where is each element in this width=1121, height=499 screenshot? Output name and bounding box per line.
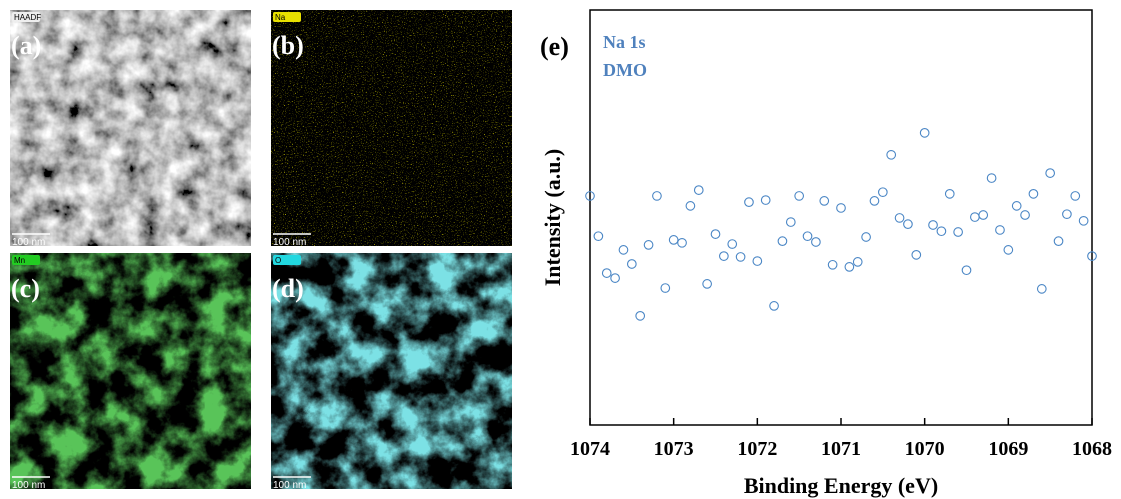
point	[744, 197, 754, 207]
point	[719, 251, 729, 261]
x-tick-label: 1071	[821, 438, 861, 460]
micrographs: HAADF (a) 100 nm Na (b) 100 nm Mn (c) 100 nm O (d)…	[10, 10, 512, 491]
x-tick-label: 1069	[988, 438, 1028, 460]
point	[886, 149, 897, 160]
point	[852, 257, 863, 267]
point	[844, 262, 855, 272]
chart: 1074 1073 1072 1071 1070 1069 1068 Binding Ener…	[540, 9, 1112, 498]
scale-label: 100 nm	[12, 237, 45, 248]
micrograph	[10, 10, 251, 246]
badge-bg	[12, 12, 40, 22]
point	[735, 252, 746, 262]
point	[677, 237, 687, 248]
point	[1045, 168, 1056, 178]
point	[869, 196, 880, 206]
point	[1011, 201, 1022, 211]
point	[601, 268, 612, 278]
point	[978, 210, 989, 220]
annotation: Na 1s	[603, 32, 646, 52]
x-tick-label: 1074	[570, 438, 610, 460]
badge-bg	[12, 255, 40, 265]
point	[685, 201, 696, 211]
point	[953, 227, 963, 237]
point	[660, 283, 671, 293]
badge-bg	[273, 255, 301, 265]
point	[769, 301, 779, 311]
point	[861, 232, 871, 242]
point	[794, 191, 805, 201]
point	[1087, 251, 1097, 261]
x-tick-label: 1072	[737, 438, 777, 460]
point	[811, 237, 821, 247]
point	[777, 236, 788, 247]
point	[1062, 209, 1072, 220]
point	[961, 265, 972, 276]
point	[836, 203, 846, 213]
point	[618, 245, 629, 255]
x-tick-label: 1073	[654, 438, 694, 460]
point	[693, 185, 704, 195]
point	[643, 240, 654, 250]
x-tick-label: 1068	[1072, 438, 1112, 460]
micrograph	[271, 253, 512, 489]
point	[944, 188, 955, 199]
point	[760, 195, 771, 205]
panel-label: (e)	[540, 32, 569, 61]
point	[919, 127, 930, 138]
point	[727, 239, 738, 249]
badge-bg	[273, 12, 301, 22]
point	[819, 196, 830, 206]
x-axis-label: Binding Energy (eV)	[744, 473, 938, 498]
point	[894, 213, 905, 223]
point	[995, 225, 1005, 235]
panel-label: (a)	[11, 31, 41, 60]
badge: HAADF	[14, 13, 41, 22]
point	[1053, 236, 1064, 247]
x-tick-label: 1070	[905, 438, 945, 460]
panel-label: (c)	[11, 274, 40, 303]
scale-label: 100 nm	[273, 480, 306, 491]
point	[1070, 191, 1081, 201]
badge: Na	[275, 13, 286, 22]
scale-label: 100 nm	[12, 480, 45, 491]
point	[928, 220, 938, 230]
badge: O	[275, 256, 281, 265]
point	[593, 231, 604, 242]
y-axis-label: Intensity (a.u.)	[540, 149, 565, 287]
point	[635, 311, 646, 321]
point	[1028, 188, 1039, 199]
point	[911, 250, 922, 260]
scale-label: 100 nm	[273, 237, 306, 248]
point	[986, 173, 997, 183]
point	[626, 259, 637, 269]
point	[1036, 284, 1047, 294]
panel-label: (d)	[272, 274, 304, 303]
point	[710, 229, 721, 239]
panel-label: (b)	[272, 31, 304, 60]
point	[668, 235, 679, 245]
point	[802, 231, 813, 242]
point	[827, 259, 838, 270]
point	[936, 226, 947, 237]
point	[585, 191, 595, 201]
point	[1020, 210, 1030, 220]
point	[652, 191, 662, 201]
point	[1003, 245, 1014, 255]
point	[903, 219, 913, 229]
badge: Mn	[14, 256, 25, 265]
point	[752, 256, 763, 266]
micrograph	[10, 253, 251, 489]
point	[1078, 215, 1089, 226]
annotation: DMO	[603, 60, 647, 80]
point	[610, 273, 620, 283]
micrograph	[271, 10, 512, 246]
point	[877, 187, 888, 198]
plot-frame	[589, 9, 1093, 426]
point	[702, 279, 712, 289]
point	[970, 212, 980, 222]
point	[785, 217, 796, 227]
